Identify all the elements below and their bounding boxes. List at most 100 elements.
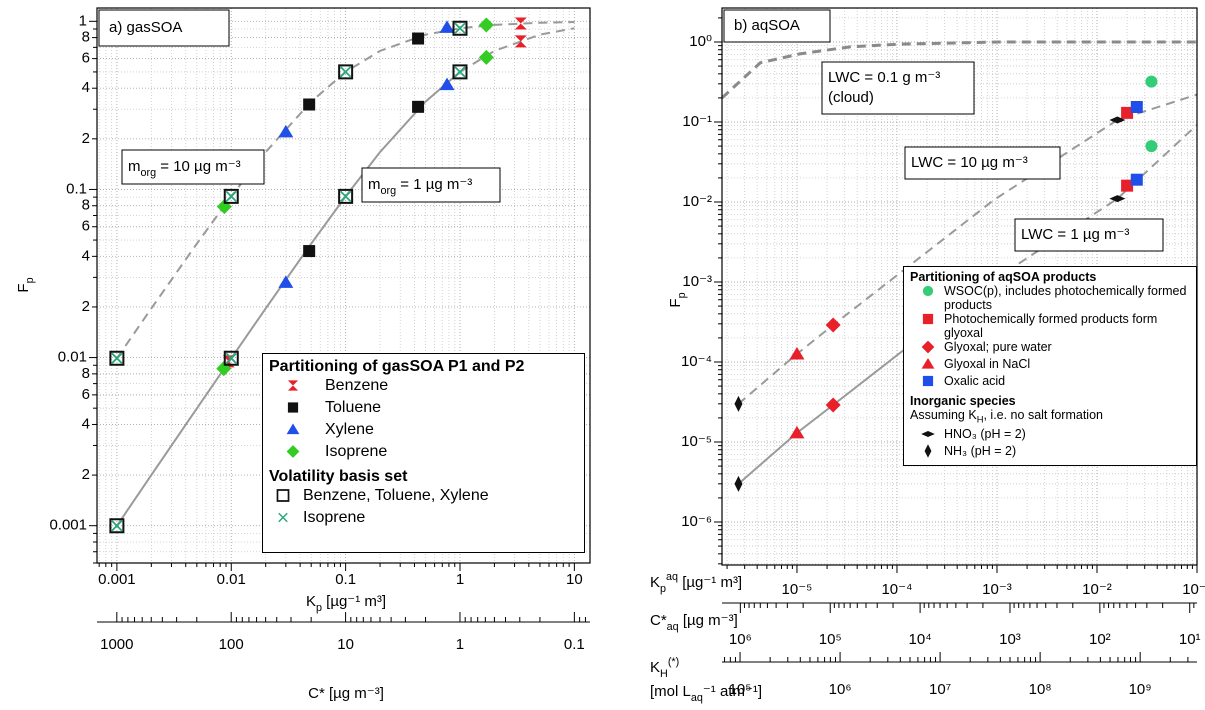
- chart-title: a) gasSOA: [109, 19, 182, 36]
- legend-marker: [922, 313, 934, 325]
- text-part: F: [667, 298, 684, 307]
- text-part: [mol L: [650, 683, 691, 700]
- text-part: = 10 µg m⁻³: [156, 158, 241, 175]
- point: [338, 188, 354, 204]
- title-box: [98, 9, 230, 47]
- plot-frame: [96, 7, 591, 564]
- text-part: aq: [667, 621, 679, 633]
- point: [412, 32, 425, 45]
- legend-label: Benzene: [325, 377, 389, 394]
- point: [1109, 195, 1126, 203]
- x-tick-label: 10: [566, 571, 583, 588]
- legend-title: Volatility basis set: [269, 468, 408, 485]
- text-part: H: [660, 668, 668, 680]
- point: [339, 190, 352, 202]
- legend-item: Benzene: [269, 376, 578, 398]
- secondary-axis-title: C*aq [µg m⁻³]: [650, 612, 738, 633]
- secondary-tick-label: 1000: [100, 636, 133, 653]
- y-tick-label: 4: [82, 79, 90, 96]
- curve: [722, 40, 1197, 100]
- legend-label: Oxalic acid: [944, 374, 1006, 388]
- point: [734, 475, 743, 492]
- text-part: aq: [666, 571, 678, 583]
- secondary-tick-label: 10³: [999, 631, 1021, 648]
- secondary-axis-title: C* [µg m⁻³]: [308, 685, 384, 702]
- y-tick-label: 8: [82, 365, 90, 382]
- legend: Partitioning of gasSOA P1 and P2 Benzene T…: [262, 353, 585, 553]
- text-part: Assuming K: [910, 408, 977, 422]
- legend-label: Glyoxal in NaCl: [944, 357, 1031, 371]
- y-tick-label: 10⁻¹: [682, 113, 712, 130]
- secondary-tick-label: 10⁹: [1129, 681, 1152, 698]
- text-part: p: [660, 583, 666, 595]
- legend-item: Isoprene: [269, 508, 578, 530]
- legend-marker-box: [921, 358, 935, 369]
- legend-label: Isoprene: [325, 443, 388, 460]
- text-part: p: [316, 602, 322, 614]
- legend-marker-box: [921, 430, 935, 437]
- legend-marker: [287, 380, 299, 391]
- legend-marker-box: [286, 423, 300, 435]
- point: [1145, 75, 1158, 88]
- text-part: p: [676, 292, 688, 298]
- point: [223, 188, 239, 204]
- legend-label: Isoprene: [303, 509, 366, 526]
- text-part: K: [650, 659, 660, 676]
- annotation-box: [904, 146, 1061, 180]
- point: [789, 346, 805, 360]
- legend-item: Oxalic acid: [910, 374, 1190, 391]
- point: [339, 66, 352, 78]
- point: [439, 20, 455, 33]
- secondary-tick-label: 10⁶: [829, 681, 852, 698]
- secondary-tick-label: 100: [219, 636, 244, 653]
- x-tick-label: 0.01: [217, 571, 246, 588]
- text-part: p: [24, 277, 36, 283]
- legend-marker-box: [924, 443, 932, 458]
- x-tick-label: 10⁻¹: [1182, 581, 1205, 598]
- annotation: (cloud): [828, 89, 874, 106]
- text-part: ⁻¹ atm⁻¹]: [703, 683, 762, 700]
- legend-item: NH₃ (pH = 2): [910, 444, 1190, 461]
- point: [825, 317, 841, 333]
- chart-title: b) aqSOA: [734, 17, 800, 34]
- curve: [459, 27, 575, 73]
- text-part: org: [141, 167, 157, 179]
- y-tick-label: 2: [82, 466, 90, 483]
- text-part: aq: [691, 692, 703, 704]
- legend-label: Photochemically formed products form gly…: [944, 312, 1158, 340]
- annotation: morg = 10 µg m⁻³: [128, 158, 241, 179]
- title-box: [723, 9, 831, 43]
- legend-title: Inorganic species: [910, 394, 1016, 408]
- y-tick-label: 10⁰: [689, 33, 712, 50]
- secondary-tick-label: 0.1: [564, 636, 585, 653]
- point: [225, 352, 237, 364]
- legend-marker: [286, 423, 300, 435]
- y-tick-label: 2: [82, 298, 90, 315]
- point: [452, 20, 468, 36]
- text-part: [µg⁻¹ m³]: [322, 593, 386, 610]
- y-tick-label: 6: [82, 386, 90, 403]
- legend-label: Benzene, Toluene, Xylene: [303, 487, 489, 504]
- legend-marker-box: [287, 380, 299, 391]
- secondary-tick-label: 10⁸: [1029, 681, 1052, 698]
- point: [514, 35, 527, 48]
- y-tick-label: 6: [82, 218, 90, 235]
- legend-heading: Partitioning of aqSOA products: [910, 270, 1190, 284]
- legend-marker: [287, 402, 299, 413]
- point: [1121, 106, 1134, 119]
- secondary-tick-label: 10⁶: [729, 631, 752, 648]
- legend-item: Photochemically formed products form gly…: [910, 312, 1190, 340]
- point: [223, 350, 239, 366]
- text-part: [µg m⁻³]: [679, 612, 738, 629]
- text-part: (*): [668, 656, 679, 668]
- y-tick-label: 4: [82, 415, 90, 432]
- legend-heading: Inorganic species: [910, 394, 1190, 408]
- legend-marker-box: [921, 340, 935, 354]
- legend-marker-box: [922, 313, 934, 325]
- annotation-box: [1014, 218, 1164, 252]
- point: [303, 98, 316, 111]
- legend-heading: Partitioning of gasSOA P1 and P2: [269, 357, 578, 376]
- y-tick-label: 10⁻⁴: [681, 353, 712, 370]
- point: [303, 245, 316, 258]
- legend-label: Glyoxal; pure water: [944, 340, 1052, 354]
